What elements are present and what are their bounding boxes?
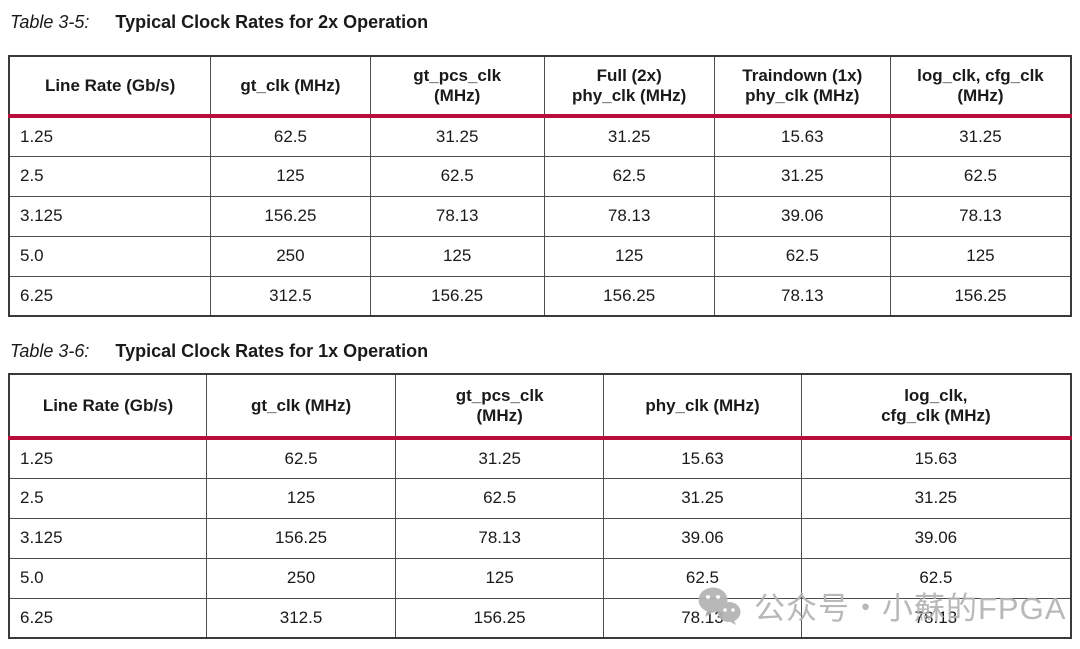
table-cell: 31.25 [603, 477, 802, 519]
table-cell: 156.25 [889, 275, 1072, 317]
table-cell: 6.25 [8, 275, 212, 317]
table-cell: 5.0 [8, 235, 212, 277]
column-header: gt_pcs_clk (MHz) [395, 373, 605, 440]
table-cell: 3.125 [8, 517, 208, 559]
header-row: Line Rate (Gb/s) gt_clk (MHz) gt_pcs_clk (… [8, 373, 1072, 440]
table-row: 2.5 125 62.5 62.5 31.25 62.5 [8, 155, 1072, 197]
table-cell: 125 [395, 557, 605, 599]
table-cell: 3.125 [8, 195, 212, 237]
table-cell: 31.25 [543, 115, 715, 157]
table-cell: 312.5 [206, 597, 397, 639]
table-cell: 78.13 [603, 597, 802, 639]
table-cell: 125 [210, 155, 371, 197]
table-cell: 78.13 [369, 195, 545, 237]
table-cell: 6.25 [8, 597, 208, 639]
table-cell: 31.25 [369, 115, 545, 157]
table-cell: 125 [206, 477, 397, 519]
table-cell: 31.25 [395, 437, 605, 479]
column-header: gt_clk (MHz) [206, 373, 397, 440]
table-row: 6.25 312.5 156.25 156.25 78.13 156.25 [8, 275, 1072, 317]
table-cell: 62.5 [395, 477, 605, 519]
column-header: Line Rate (Gb/s) [8, 373, 208, 440]
table-cell: 62.5 [206, 437, 397, 479]
table-cell: 156.25 [543, 275, 715, 317]
table-cell: 78.13 [889, 195, 1072, 237]
table-cell: 156.25 [395, 597, 605, 639]
table-cell: 39.06 [800, 517, 1072, 559]
table-cell: 39.06 [603, 517, 802, 559]
column-header: log_clk, cfg_clk (MHz) [800, 373, 1072, 440]
column-header: phy_clk (MHz) [603, 373, 802, 440]
column-header: Full (2x) phy_clk (MHz) [543, 55, 715, 118]
table-cell: 62.5 [800, 557, 1072, 599]
table-cell: 78.13 [543, 195, 715, 237]
column-header: gt_clk (MHz) [210, 55, 371, 118]
table-cell: 78.13 [713, 275, 891, 317]
table-row: 1.25 62.5 31.25 31.25 15.63 31.25 [8, 115, 1072, 157]
column-header: gt_pcs_clk (MHz) [369, 55, 545, 118]
table-cell: 15.63 [713, 115, 891, 157]
table-cell: 2.5 [8, 477, 208, 519]
table-row: 1.25 62.5 31.25 15.63 15.63 [8, 437, 1072, 479]
table-row: 3.125 156.25 78.13 39.06 39.06 [8, 517, 1072, 559]
table-caption-label: Table 3-6: [10, 341, 90, 361]
column-header: log_clk, cfg_clk (MHz) [889, 55, 1072, 118]
table-cell: 125 [889, 235, 1072, 277]
table-caption-title: Typical Clock Rates for 2x Operation [115, 12, 429, 32]
table-row: 3.125 156.25 78.13 78.13 39.06 78.13 [8, 195, 1072, 237]
table-row: 6.25 312.5 156.25 78.13 78.13 [8, 597, 1072, 639]
table-cell: 312.5 [210, 275, 371, 317]
table-cell: 250 [210, 235, 371, 277]
table-cell: 62.5 [603, 557, 802, 599]
table-cell: 1.25 [8, 437, 208, 479]
column-header: Traindown (1x) phy_clk (MHz) [713, 55, 891, 118]
table-cell: 31.25 [800, 477, 1072, 519]
table-row: 5.0 250 125 62.5 62.5 [8, 557, 1072, 599]
table-cell: 156.25 [210, 195, 371, 237]
table-cell: 250 [206, 557, 397, 599]
table-cell: 15.63 [800, 437, 1072, 479]
table-cell: 156.25 [369, 275, 545, 317]
table-cell: 15.63 [603, 437, 802, 479]
table-caption: Table 3-6: Typical Clock Rates for 1x Ope… [10, 341, 428, 362]
table-cell: 62.5 [713, 235, 891, 277]
table-cell: 156.25 [206, 517, 397, 559]
table-cell: 62.5 [889, 155, 1072, 197]
clock-rates-1x-table: Line Rate (Gb/s) gt_clk (MHz) gt_pcs_clk (… [8, 373, 1072, 639]
table-cell: 78.13 [395, 517, 605, 559]
table-row: 5.0 250 125 125 62.5 125 [8, 235, 1072, 277]
clock-rates-2x-table: Line Rate (Gb/s) gt_clk (MHz) gt_pcs_clk (… [8, 55, 1072, 317]
table-cell: 125 [543, 235, 715, 277]
table-caption: Table 3-5: Typical Clock Rates for 2x Ope… [10, 12, 428, 33]
table-row: 2.5 125 62.5 31.25 31.25 [8, 477, 1072, 519]
table-cell: 125 [369, 235, 545, 277]
table-cell: 62.5 [543, 155, 715, 197]
table-cell: 31.25 [889, 115, 1072, 157]
table-cell: 1.25 [8, 115, 212, 157]
table-caption-title: Typical Clock Rates for 1x Operation [115, 341, 429, 361]
table-caption-label: Table 3-5: [10, 12, 90, 32]
table-cell: 62.5 [369, 155, 545, 197]
table-cell: 5.0 [8, 557, 208, 599]
column-header: Line Rate (Gb/s) [8, 55, 212, 118]
table-cell: 78.13 [800, 597, 1072, 639]
table-cell: 39.06 [713, 195, 891, 237]
table-cell: 62.5 [210, 115, 371, 157]
table-cell: 31.25 [713, 155, 891, 197]
table-cell: 2.5 [8, 155, 212, 197]
header-row: Line Rate (Gb/s) gt_clk (MHz) gt_pcs_clk (… [8, 55, 1072, 118]
